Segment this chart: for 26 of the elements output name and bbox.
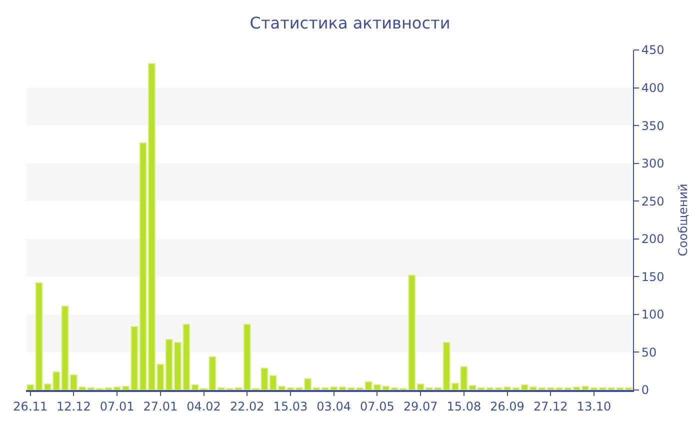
x-tick-label: 07.01 [100,399,134,414]
y-tick-label: 200 [641,232,664,246]
y-tick-label: 50 [641,345,657,360]
x-tick-label: 27.12 [533,399,568,414]
x-tick-label: 26.11 [13,399,48,414]
chart-title: Статистика активности [250,13,450,32]
x-tick-label: 27.01 [143,399,178,414]
y-tick-label: 0 [641,383,650,398]
y-axis-title: Сообщений [676,184,690,256]
x-tick-label: 04.02 [186,399,221,414]
x-tick-label: 12.12 [56,399,91,414]
x-tick-label: 29.07 [403,399,438,414]
y-tick-label: 150 [641,270,664,284]
y-tick-label: 350 [641,118,664,133]
y-tick-label: 450 [641,43,664,58]
y-tick-label: 100 [641,308,664,322]
y-tick-label: 300 [641,156,664,171]
x-tick-label: 03.04 [316,399,352,414]
x-tick-label: 15.03 [273,399,308,414]
y-tick-label: 250 [641,194,664,208]
x-tick-label: 13.10 [576,399,612,414]
x-tick-label: 07.05 [360,399,394,414]
x-tick-label: 15.08 [446,399,482,414]
x-tick-label: 26.09 [490,399,524,414]
x-tick-label: 22.02 [230,399,264,414]
y-tick-label: 400 [641,80,664,95]
